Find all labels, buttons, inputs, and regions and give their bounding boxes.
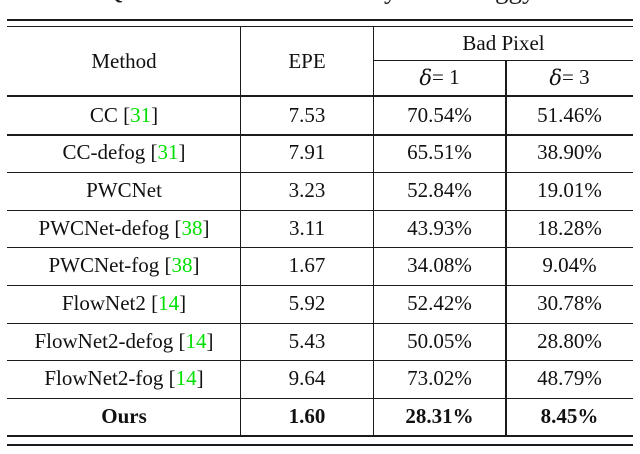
citation-number: 38 [181,215,203,240]
method-label-suffix: ] [206,328,214,353]
method-label-suffix: ] [179,290,187,315]
delta1-cell: 43.93% [407,215,472,240]
table-bottom-rule-thick [7,443,633,446]
delta-3-label: = 3 [562,65,590,89]
caption-fragment: Q y ggy [0,0,640,9]
delta1-cell: 52.84% [407,178,472,202]
method-label: PWCNet-defog [ [38,215,182,240]
row-rule [7,397,633,400]
column-rule-epe-badpixel [373,26,375,436]
method-cell: PWCNet-defog [38] [8,210,240,248]
method-label-suffix: ] [202,215,210,240]
method-label-suffix: ] [178,140,186,165]
bad-pixel-subheader-rule [373,60,633,62]
delta3-cell: 8.45% [540,403,599,428]
epe-cell: 1.67 [288,253,326,278]
table-row: FlowNet2 [14] 5.92 52.42% 30.78% [0,285,640,323]
delta3-cell: 9.04% [542,253,597,278]
epe-cell: 5.92 [288,290,326,315]
epe-cell: 1.60 [288,403,326,428]
delta1-cell: 73.02% [407,366,472,391]
caption-fragment-left: Q [103,0,123,5]
epe-cell: 3.11 [289,215,325,240]
delta3-cell: 38.90% [537,140,602,165]
method-cell: FlowNet2-defog [14] [8,323,240,361]
epe-cell: 3.23 [288,178,326,202]
method-label: FlowNet2 [ [61,290,159,315]
table-top-rule-thick [7,19,633,22]
method-cell: Ours [8,398,240,436]
row-rule [7,360,633,362]
method-label: PWCNet-fog [ [48,253,172,278]
row-rule [7,134,633,136]
method-cell: FlowNet2 [14] [8,285,240,323]
citation-number: 31 [157,140,179,165]
header-bad-pixel: Bad Pixel [462,31,545,55]
delta3-cell: 19.01% [537,178,602,202]
method-label-suffix: ] [192,253,200,278]
table-row: FlowNet2-defog [14] 5.43 50.05% 28.80% [0,323,640,361]
epe-cell: 9.64 [288,366,326,391]
delta-symbol: δ [549,65,563,90]
table-row-ours: Ours 1.60 28.31% 8.45% [0,398,640,436]
header-delta-3: δ = 3 [506,60,633,95]
method-label: CC [ [89,102,131,127]
method-label: FlowNet2-fog [ [44,366,176,391]
column-rule-method-epe [240,26,242,436]
header-epe: EPE [288,48,326,73]
header-delta-1: δ = 1 [374,60,505,95]
row-rule [7,284,633,287]
method-cell: PWCNet-fog [38] [8,247,240,285]
method-label: PWCNet [86,178,162,202]
citation-number: 14 [158,290,180,315]
delta1-cell: 65.51% [407,140,472,165]
method-cell: CC-defog [31] [8,134,240,172]
delta1-cell: 34.08% [407,253,472,278]
delta-symbol: δ [419,65,433,90]
method-cell: CC [31] [8,97,240,135]
citation-number: 31 [130,102,152,127]
citation-number: 14 [175,366,197,391]
table-bottom-rule-thin [7,435,633,437]
row-rule [7,209,633,211]
table-top-rule-thin [7,25,633,27]
delta1-cell: 50.05% [407,328,472,353]
caption-fragment-mid: y [384,0,398,5]
citation-number: 38 [171,253,193,278]
delta1-cell: 52.42% [407,290,472,315]
table-row: CC [31] 7.53 70.54% 51.46% [0,97,640,135]
delta3-cell: 28.80% [537,328,602,353]
row-rule [7,247,633,249]
method-label: Ours [101,403,147,428]
header-bottom-rule [7,95,633,97]
epe-cell: 7.91 [288,140,326,165]
method-cell: FlowNet2-fog [14] [8,360,240,398]
epe-cell: 7.53 [288,102,326,127]
delta3-cell: 51.46% [537,102,602,127]
table-row: CC-defog [31] 7.91 65.51% 38.90% [0,134,640,172]
table-row: PWCNet-defog [38] 3.11 43.93% 18.28% [0,210,640,248]
method-cell: PWCNet [8,172,240,210]
delta3-cell: 48.79% [537,366,602,391]
delta-1-label: = 1 [432,65,460,89]
method-label-suffix: ] [151,102,159,127]
header-method: Method [91,48,157,73]
method-label: FlowNet2-defog [ [34,328,186,353]
table-row: PWCNet 3.23 52.84% 19.01% [0,172,640,210]
delta1-cell: 28.31% [405,403,474,428]
delta3-cell: 30.78% [537,290,602,315]
method-label-suffix: ] [196,366,204,391]
delta3-cell: 18.28% [537,215,602,240]
epe-cell: 5.43 [288,328,326,353]
row-rule [7,172,633,174]
table-row: PWCNet-fog [38] 1.67 34.08% 9.04% [0,247,640,285]
citation-number: 14 [185,328,207,353]
column-rule-delta1-delta3 [505,60,507,436]
caption-fragment-right: ggy [495,0,536,5]
row-rule [7,322,633,324]
table-row: FlowNet2-fog [14] 9.64 73.02% 48.79% [0,360,640,398]
method-label: CC-defog [ [62,140,158,165]
delta1-cell: 70.54% [407,102,472,127]
